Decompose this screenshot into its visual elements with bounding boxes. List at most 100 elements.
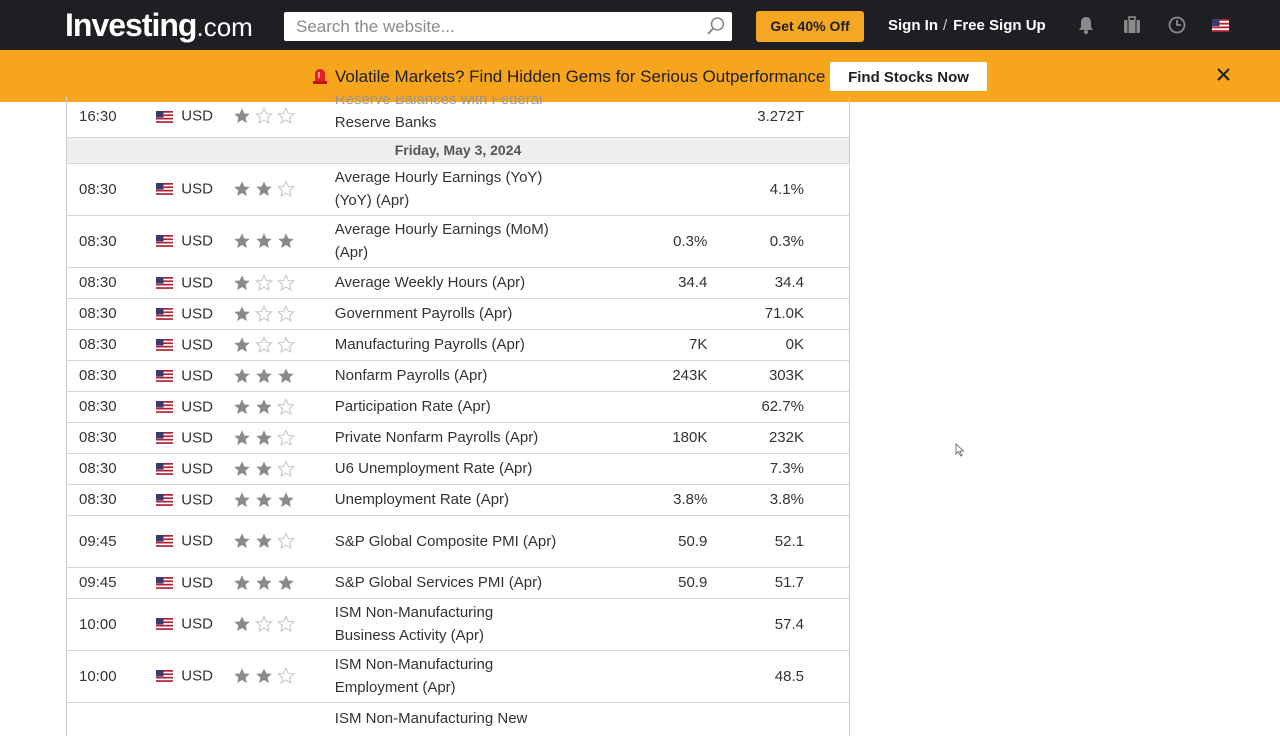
calendar-row[interactable]: 08:30 USD Unemployment Rate (Apr) 3.8% 3.8% xyxy=(67,484,849,516)
star-filled-icon xyxy=(234,460,250,476)
us-flag-icon xyxy=(156,183,174,196)
event-importance xyxy=(233,298,335,330)
event-previous: 48.5 xyxy=(707,650,804,703)
event-name: Nonfarm Payrolls (Apr) xyxy=(334,360,567,392)
star-empty-icon xyxy=(255,273,274,291)
time-text: 08:30 xyxy=(79,460,117,477)
previous-value: 232K xyxy=(768,429,804,446)
event-name: S&P Global Services PMI (Apr) xyxy=(334,567,567,599)
star-empty-icon xyxy=(277,532,296,550)
star-empty-icon xyxy=(255,615,274,633)
search-input[interactable] xyxy=(284,12,706,41)
forecast-value: 50.9 xyxy=(678,532,708,550)
calendar-row[interactable]: 08:30 USD Nonfarm Payrolls (Apr) 243K 303K xyxy=(67,360,849,392)
importance-stars xyxy=(233,366,299,384)
event-name: Manufacturing Payrolls (Apr) xyxy=(334,329,567,361)
importance-stars xyxy=(233,667,299,685)
row-padding xyxy=(803,215,849,268)
calendar-row[interactable]: 08:30 USD Average Hourly Earnings (MoM) (A… xyxy=(67,215,849,268)
event-currency: USD xyxy=(156,215,234,268)
event-currency: USD xyxy=(156,422,234,454)
star-empty-icon xyxy=(255,335,274,353)
previous-value: 7.3% xyxy=(769,460,804,477)
briefcase-icon[interactable] xyxy=(1122,15,1142,35)
calendar-row[interactable]: 10:00 USD ISM Non-Manufacturing Employment… xyxy=(67,650,849,703)
event-actual xyxy=(566,360,614,392)
importance-stars xyxy=(233,232,299,250)
bell-icon[interactable] xyxy=(1076,15,1096,35)
event-time: 08:30 xyxy=(67,329,157,361)
event-currency: USD xyxy=(156,515,234,568)
currency-code: USD xyxy=(181,667,213,685)
previous-value: 303K xyxy=(768,367,804,384)
calendar-row[interactable]: 08:30 USD U6 Unemployment Rate (Apr) 7.3% xyxy=(67,453,849,485)
event-title: Private Nonfarm Payrolls (Apr) xyxy=(334,429,539,446)
calendar-row[interactable]: 08:30 USD Average Weekly Hours (Apr) 34.4 34… xyxy=(67,267,849,299)
event-currency: USD xyxy=(156,391,234,423)
event-name: Reserve Balances with Federal Reserve Ban… xyxy=(334,96,567,138)
clock-icon[interactable] xyxy=(1167,15,1187,35)
time-text: 08:30 xyxy=(79,336,117,353)
time-text: 16:30 xyxy=(79,107,117,125)
row-padding xyxy=(803,515,849,568)
us-flag-icon xyxy=(156,400,174,413)
calendar-row[interactable]: 09:45 USD S&P Global Services PMI (Apr) 50.… xyxy=(67,567,849,599)
star-filled-icon xyxy=(278,574,294,590)
star-filled-icon xyxy=(234,305,250,321)
previous-value: 3.272T xyxy=(757,107,804,125)
event-name: Government Payrolls (Apr) xyxy=(334,298,567,330)
star-filled-icon xyxy=(234,233,250,249)
forecast-value: 180K xyxy=(672,429,708,446)
close-icon[interactable] xyxy=(1217,68,1230,81)
event-previous: 57.4 xyxy=(707,598,804,651)
investing-logo[interactable]: Investing.com xyxy=(65,6,253,46)
previous-value: 57.4 xyxy=(774,615,804,633)
event-name: Average Weekly Hours (Apr) xyxy=(334,267,567,299)
event-actual xyxy=(566,515,614,568)
us-flag-icon xyxy=(156,431,174,444)
event-title: Average Hourly Earnings (MoM) (Apr) xyxy=(334,221,549,261)
calendar-row[interactable]: 08:30 USD Manufacturing Payrolls (Apr) 7K 0K xyxy=(67,329,849,361)
event-name: S&P Global Composite PMI (Apr) xyxy=(334,515,567,568)
event-actual xyxy=(566,702,614,736)
event-importance xyxy=(233,391,335,423)
get-discount-button[interactable]: Get 40% Off xyxy=(756,11,864,42)
event-time: 10:00 xyxy=(67,598,157,651)
find-stocks-button[interactable]: Find Stocks Now xyxy=(830,62,987,91)
calendar-table: 16:30 USD Reserve Balances with Federal Res… xyxy=(67,96,849,736)
previous-value: 4.1% xyxy=(769,180,804,198)
calendar-row[interactable]: 08:30 USD Private Nonfarm Payrolls (Apr) 18… xyxy=(67,422,849,454)
previous-value: 52.1 xyxy=(774,532,804,550)
us-flag-icon[interactable] xyxy=(1212,19,1229,32)
row-padding xyxy=(803,391,849,423)
economic-calendar: 16:30 USD Reserve Balances with Federal Res… xyxy=(66,96,850,736)
event-forecast: 50.9 xyxy=(613,567,708,599)
calendar-row[interactable]: 08:30 USD Participation Rate (Apr) 62.7% xyxy=(67,391,849,423)
event-importance xyxy=(233,422,335,454)
event-previous: 303K xyxy=(707,360,804,392)
sign-in-link[interactable]: Sign In xyxy=(888,17,938,34)
star-filled-icon xyxy=(234,181,250,197)
time-text: 08:30 xyxy=(79,491,117,508)
event-actual xyxy=(566,484,614,516)
event-currency xyxy=(156,702,234,736)
event-forecast xyxy=(613,163,708,216)
calendar-row[interactable]: 10:00 USD ISM Non-Manufacturing Business A… xyxy=(67,598,849,651)
event-currency: USD xyxy=(156,650,234,703)
calendar-row[interactable]: 08:30 USD Government Payrolls (Apr) 71.0K xyxy=(67,298,849,330)
star-filled-icon xyxy=(234,274,250,290)
search-icon[interactable] xyxy=(706,16,726,36)
star-filled-icon xyxy=(278,233,294,249)
calendar-row[interactable]: 08:30 USD Average Hourly Earnings (YoY) (Y… xyxy=(67,163,849,216)
event-importance xyxy=(233,163,335,216)
calendar-row[interactable]: 16:30 USD Reserve Balances with Federal Res… xyxy=(67,96,849,138)
event-name: U6 Unemployment Rate (Apr) xyxy=(334,453,567,485)
event-previous: 52.1 xyxy=(707,515,804,568)
calendar-row[interactable]: ISM Non-Manufacturing New xyxy=(67,702,849,736)
event-previous: 51.7 xyxy=(707,567,804,599)
calendar-row[interactable]: 09:45 USD S&P Global Composite PMI (Apr) 50… xyxy=(67,515,849,568)
free-sign-up-link[interactable]: Free Sign Up xyxy=(953,17,1046,34)
event-actual xyxy=(566,453,614,485)
event-previous: 34.4 xyxy=(707,267,804,299)
date-header-row: Friday, May 3, 2024 xyxy=(67,136,849,164)
